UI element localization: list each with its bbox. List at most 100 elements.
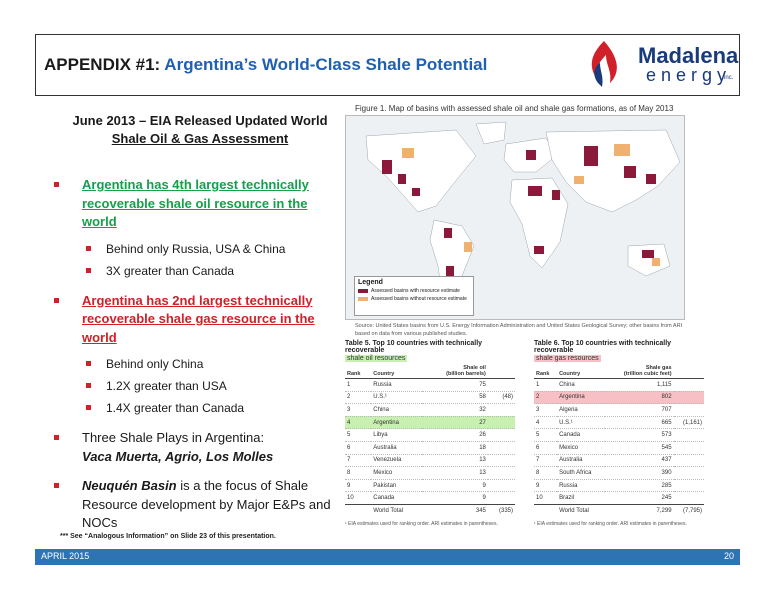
heading-line1: June 2013 – EIA Released Updated World (72, 113, 328, 128)
slide-title: APPENDIX #1: Argentina’s World-Class Sha… (44, 55, 487, 75)
cell-value: 32 (422, 403, 488, 417)
cell-extra (487, 416, 515, 430)
bullet-square-icon (86, 361, 91, 366)
cell-total_label: World Total (557, 503, 606, 518)
cell-country: Australia (557, 454, 606, 468)
cell-country: Australia (371, 441, 423, 455)
cell-value: 802 (605, 391, 674, 405)
col-rank: Rank (345, 364, 372, 379)
sub-bullet-text: 1.2X greater than USA (106, 379, 227, 393)
basin-marker (382, 160, 392, 174)
sub-bullet-text: Behind only Russia, USA & China (106, 241, 286, 256)
cell-country: Libya (371, 428, 423, 442)
section-heading: June 2013 – EIA Released Updated World S… (40, 112, 360, 148)
cell-rank: 8 (345, 466, 372, 480)
table-row: 3 Algeria 707 (534, 403, 704, 417)
col-country: Country (557, 364, 606, 379)
cell-rank: 10 (534, 491, 558, 505)
table-row: 7 Australia 437 (534, 454, 704, 468)
cell-extra (487, 491, 515, 505)
table-footnote: ¹ EIA estimates used for ranking order. … (345, 521, 498, 528)
table-row: 8 South Africa 390 (534, 466, 704, 480)
col-value: Shale oil (billion barrels) (422, 364, 488, 379)
cell-value: 27 (422, 416, 488, 430)
page-number: 20 (723, 551, 734, 561)
col-extra (487, 364, 515, 379)
land-asia (545, 129, 681, 213)
cell-extra (487, 454, 515, 468)
col-extra (673, 364, 704, 379)
cell-extra (673, 466, 704, 480)
cell-extra (487, 403, 515, 417)
sub-bullet: 1.4X greater than Canada (52, 400, 332, 416)
cell-country: U.S.¹ (557, 416, 606, 430)
cell-country: Argentina (557, 391, 606, 405)
table-shale-oil: Table 5. Top 10 countries with technical… (345, 340, 515, 527)
basin-marker (584, 146, 598, 166)
cell-extra (487, 378, 515, 392)
map-source: Source: United States basins from U.S. E… (355, 323, 683, 337)
cell-country: Argentina (371, 416, 423, 430)
basin-marker (646, 174, 656, 184)
sub-bullet-text: 1.4X greater than Canada (106, 401, 245, 415)
basin-marker (642, 250, 654, 258)
table-total-row: World Total 7,299 (7,795) (534, 503, 704, 518)
basin-marker (402, 148, 414, 158)
cell-country: Mexico (371, 466, 423, 480)
bullet-gas-text: Argentina has 2nd largest technically re… (82, 292, 315, 345)
cell-total_value: 7,299 (605, 503, 674, 518)
footer-date: APRIL 2015 (41, 551, 90, 561)
cell-rank: 6 (534, 441, 558, 455)
cell-rank: 4 (534, 416, 558, 430)
cell-value: 545 (605, 441, 674, 455)
analogous-footnote: *** See “Analogous Information” on Slide… (60, 533, 276, 540)
cell-value: 75 (422, 378, 488, 392)
table-row: 5 Libya 26 (345, 428, 515, 442)
col-rank: Rank (534, 364, 558, 379)
cell-rank: 7 (345, 454, 372, 468)
cell-extra (487, 428, 515, 442)
cell-extra (673, 479, 704, 493)
figure-caption: Figure 1. Map of basins with assessed sh… (355, 104, 674, 113)
cell-country: Algeria (557, 403, 606, 417)
basin-marker (614, 144, 630, 156)
cell-value: 1,115 (605, 378, 674, 392)
table-row: 2 Argentina 802 (534, 391, 704, 405)
basin-marker (446, 266, 454, 282)
sub-bullet: Behind only Russia, USA & China (52, 241, 332, 257)
sub-bullet: Behind only China (52, 356, 332, 372)
cell-value: 18 (422, 441, 488, 455)
table-shale-gas: Table 6. Top 10 countries with technical… (534, 340, 704, 527)
table-row: 2 U.S.¹ 58 (48) (345, 391, 515, 405)
bullet-plays-line1: Three Shale Plays in Argentina: (82, 430, 265, 445)
cell-country: China (371, 403, 423, 417)
cell-extra (673, 378, 704, 392)
logo-inc: inc. (724, 75, 734, 81)
basin-marker (652, 258, 660, 266)
cell-empty (345, 503, 372, 518)
cell-total_label: World Total (371, 503, 423, 518)
cell-extra (487, 441, 515, 455)
table-row: 10 Brazil 245 (534, 491, 704, 505)
title-box: APPENDIX #1: Argentina’s World-Class Sha… (35, 34, 740, 96)
legend-swatch (358, 289, 368, 293)
legend-item: Assessed basins with resource estimate (358, 288, 470, 294)
cell-value: 665 (605, 416, 674, 430)
col-country: Country (371, 364, 423, 379)
table-row: 7 Venezuela 13 (345, 454, 515, 468)
cell-country: Brazil (557, 491, 606, 505)
table-row: 6 Australia 18 (345, 441, 515, 455)
land-greenland (475, 121, 507, 145)
cell-total_extra: (335) (487, 503, 515, 518)
basin-marker (552, 190, 560, 200)
basin-marker (528, 186, 542, 196)
cell-value: 58 (422, 391, 488, 405)
heading-line2: Shale Oil & Gas Assessment (111, 131, 289, 146)
cell-empty (534, 503, 558, 518)
cell-extra (487, 479, 515, 493)
bullet-square-icon (54, 483, 59, 488)
cell-rank: 4 (345, 416, 372, 430)
bullet-oil-text: Argentina has 4th largest technically re… (82, 177, 309, 229)
cell-total_value: 345 (422, 503, 488, 518)
basin-marker (534, 246, 544, 254)
